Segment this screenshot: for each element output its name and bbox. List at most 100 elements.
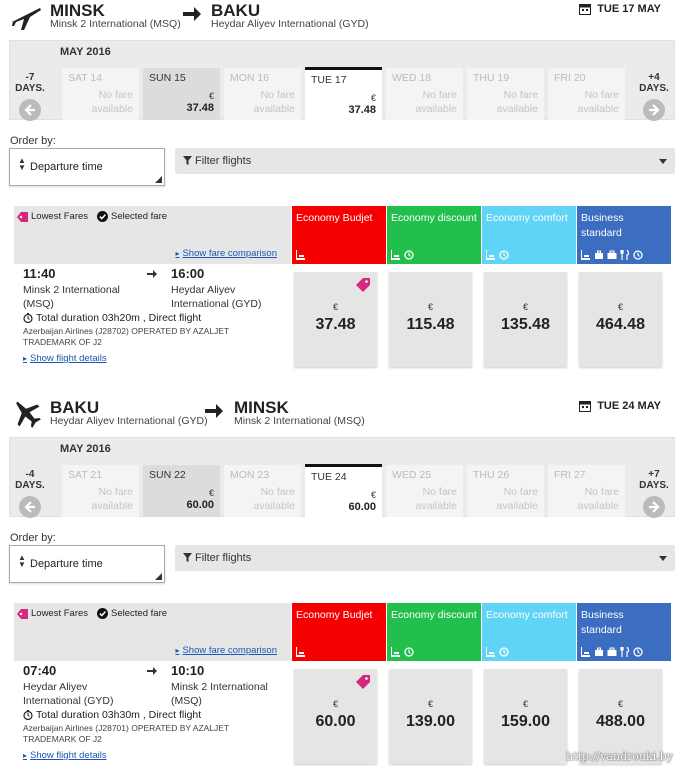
meal-icon [620,647,630,657]
fare-price-economy-comfort[interactable]: € 135.48 [484,272,567,367]
fare-price-economy-discount[interactable]: € 139.00 [389,669,472,764]
seat-icon [581,647,590,657]
filter-flights-dropdown[interactable]: Filter flights [175,148,675,174]
to-airport: Minsk 2 International (MSQ) [234,415,365,427]
day-cell-selected[interactable]: TUE 17 € 37.48 [305,67,382,123]
prev-days-button[interactable]: -7 DAYS. [10,68,50,121]
class-label: Economy discount [391,212,477,224]
arrow-right-icon [183,7,201,21]
class-header-business-standard[interactable]: Business standard [577,206,671,264]
lowest-fares-label: Lowest Fares [31,608,89,619]
day-name: THU 19 [473,72,510,84]
order-by-label: Order by: [10,532,56,544]
month-label: MAY 2016 [60,443,111,455]
show-fare-comparison-link[interactable]: Show fare comparison [175,248,277,259]
class-header-economy-comfort[interactable]: Economy comfort [482,206,576,264]
arrow-right-circle-icon [643,496,665,518]
fare-price-business-standard[interactable]: € 464.48 [579,272,662,367]
from-airport: Heydar Aliyev International (GYD) [50,415,208,427]
to-airport: Heydar Aliyev International (GYD) [211,18,369,30]
show-flight-details-link[interactable]: Show flight details [23,353,107,364]
day-cell[interactable]: FRI 20 No fare available [548,68,625,120]
calendar-icon [579,4,592,15]
day-cell[interactable]: THU 26 No fare available [467,465,544,517]
fare-price-economy-budget[interactable]: € 60.00 [294,669,377,764]
sort-select[interactable]: ▲ ▼ Departure time [9,148,165,186]
day-cell[interactable]: SUN 22 € 60.00 [143,465,220,517]
day-name: MON 23 [230,469,270,481]
show-flight-details-link[interactable]: Show flight details [23,750,107,761]
next-days-label: +4 DAYS. [639,72,669,94]
order-by-label: Order by: [10,135,56,147]
day-cell[interactable]: THU 19 No fare available [467,68,544,120]
next-days-button[interactable]: +4 DAYS. [634,68,674,121]
no-fare-label: No fare available [415,89,457,115]
departure-airport: Minsk 2 International (MSQ) [23,284,120,310]
class-header-economy-budget[interactable]: Economy Budjet [292,603,386,661]
from-airport: Minsk 2 International (MSQ) [50,18,181,30]
class-header-economy-comfort[interactable]: Economy comfort [482,603,576,661]
price-currency: € [332,699,338,709]
prev-days-button[interactable]: -4 DAYS. [10,465,50,518]
day-cell[interactable]: SAT 14 No fare available [62,68,139,120]
next-days-button[interactable]: +7 DAYS. [634,465,674,518]
day-cell[interactable]: SAT 21 No fare available [62,465,139,517]
seat-icon [296,250,305,260]
day-currency: € [370,490,376,500]
filter-icon [183,553,192,562]
day-name: WED 25 [392,469,432,481]
route-header: BAKU Heydar Aliyev International (GYD) M… [0,397,679,435]
operator-info: Azerbaijan Airlines (J28702) OPERATED BY… [23,326,263,348]
refund-icon [633,647,643,657]
day-cell[interactable]: MON 16 No fare available [224,68,301,120]
duration-text: Total duration 03h30m , Direct flight [36,709,202,721]
bag-icon [595,647,603,656]
price-value: 37.48 [315,316,356,333]
day-name: THU 26 [473,469,510,481]
stopwatch-icon [23,710,33,720]
day-name: SUN 15 [149,72,186,84]
class-label: Business standard [581,609,624,636]
price-value: 60.00 [315,713,356,730]
no-fare-label: No fare available [253,89,295,115]
fare-price-economy-comfort[interactable]: € 159.00 [484,669,567,764]
class-label: Economy Budjet [296,609,373,621]
day-cell[interactable]: WED 25 No fare available [386,465,463,517]
refund-icon [633,250,643,260]
prev-days-label: -7 DAYS. [15,72,45,94]
day-cell[interactable]: WED 18 No fare available [386,68,463,120]
day-cell[interactable]: SUN 15 € 37.48 [143,68,220,120]
day-name: TUE 17 [311,74,347,86]
return-section: BAKU Heydar Aliyev International (GYD) M… [0,397,679,764]
fare-price-business-standard[interactable]: € 488.00 [579,669,662,764]
class-header-economy-discount[interactable]: Economy discount [387,206,481,264]
day-price: 37.48 [348,104,376,116]
day-cell[interactable]: FRI 27 No fare available [548,465,625,517]
travel-date-label: TUE 17 MAY [597,3,661,15]
day-cell-selected[interactable]: TUE 24 € 60.00 [305,464,382,520]
arrow-right-circle-icon [643,99,665,121]
price-currency: € [522,302,528,312]
day-cell[interactable]: MON 23 No fare available [224,465,301,517]
refund-icon [404,250,414,260]
refund-icon [499,250,509,260]
travel-date: TUE 24 MAY [579,400,661,412]
lowest-fare-tag-icon [356,675,370,689]
date-selector: MAY 2016 -7 DAYS. SAT 14 No fare availab… [9,40,675,123]
plane-icon [16,401,41,428]
fare-price-economy-discount[interactable]: € 115.48 [389,272,472,367]
from-city: MINSK [50,1,105,20]
departure-time: 07:40 [23,663,57,678]
sort-select[interactable]: ▲ ▼ Departure time [9,545,165,583]
departure-time: 11:40 [23,266,56,281]
class-header-economy-budget[interactable]: Economy Budjet [292,206,386,264]
seat-icon [391,647,400,657]
show-fare-comparison-link[interactable]: Show fare comparison [175,645,277,656]
class-header-business-standard[interactable]: Business standard [577,603,671,661]
class-header-economy-discount[interactable]: Economy discount [387,603,481,661]
filter-flights-dropdown[interactable]: Filter flights [175,545,675,571]
prev-days-label: -4 DAYS. [15,469,45,491]
price-currency: € [522,699,528,709]
fare-price-economy-budget[interactable]: € 37.48 [294,272,377,367]
price-value: 139.00 [406,713,455,730]
